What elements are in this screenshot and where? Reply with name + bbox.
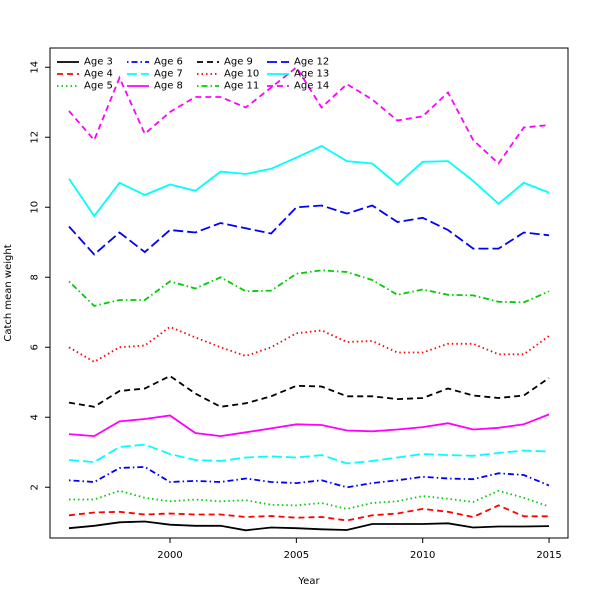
y-tick-label: 10 <box>30 201 41 214</box>
series-line-5 <box>68 443 550 465</box>
series-line-10 <box>68 204 550 256</box>
x-tick-label: 2000 <box>157 550 182 561</box>
legend-label-7: Age 9 <box>224 57 253 68</box>
series-line-9 <box>68 269 550 307</box>
legend-label-1: Age 3 <box>84 57 113 68</box>
y-tick-label: 4 <box>30 414 41 420</box>
x-tick-label: 2010 <box>410 550 435 561</box>
y-axis-title: Catch mean weight <box>3 244 14 341</box>
series-line-2 <box>68 504 549 522</box>
series-layer <box>68 65 550 532</box>
legend-label-12: Age 14 <box>294 81 329 92</box>
legend-label-8: Age 10 <box>224 69 259 80</box>
series-line-4 <box>68 465 550 489</box>
legend-label-9: Age 11 <box>224 81 259 92</box>
y-tick-label: 2 <box>30 484 41 490</box>
legend-label-4: Age 6 <box>154 57 183 68</box>
legend-label-3: Age 5 <box>84 81 113 92</box>
series-line-11 <box>68 144 550 218</box>
series-line-1 <box>68 520 550 532</box>
x-axis-title: Year <box>297 576 320 587</box>
series-line-12 <box>68 65 550 165</box>
x-tick-label: 2005 <box>284 550 309 561</box>
legend-label-10: Age 12 <box>294 57 329 68</box>
y-tick-label: 14 <box>30 61 41 74</box>
y-tick-label: 6 <box>30 344 41 350</box>
y-tick-label: 12 <box>30 131 41 144</box>
y-tick-label: 8 <box>30 274 41 280</box>
legend-label-5: Age 7 <box>154 69 183 80</box>
series-line-3 <box>69 489 550 510</box>
series-line-6 <box>68 413 550 438</box>
legend-label-11: Age 13 <box>294 69 329 80</box>
series-line-7 <box>68 374 550 408</box>
legend-label-6: Age 8 <box>154 81 183 92</box>
legend-label-2: Age 4 <box>84 69 113 80</box>
x-tick-label: 2015 <box>536 550 561 561</box>
series-line-8 <box>68 325 550 363</box>
plot-frame <box>49 47 569 539</box>
axis-layer: 2000 2005 2010 2015 2 4 6 8 10 12 14 <box>30 61 562 561</box>
